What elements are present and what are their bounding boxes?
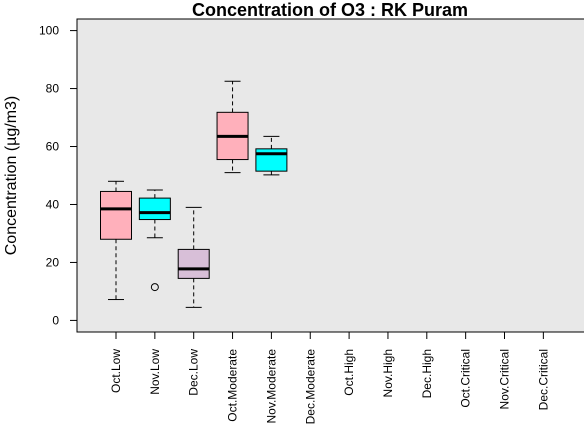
y-tick-label: 100	[39, 24, 59, 38]
x-tick-label: Nov.Moderate	[264, 349, 278, 424]
y-axis: 0 20 40 60 80 100	[39, 24, 77, 328]
x-tick-label: Dec.Critical	[536, 349, 550, 410]
plot-background	[77, 19, 584, 332]
y-tick-label: 0	[52, 313, 59, 327]
y-tick-label: 60	[46, 140, 60, 154]
y-tick-label: 20	[46, 255, 60, 269]
box-body	[101, 191, 132, 239]
box-body	[256, 149, 287, 171]
x-tick-label: Oct.Critical	[459, 349, 473, 408]
x-tick-label: Nov.Low	[148, 349, 162, 395]
x-tick-label: Dec.High	[420, 349, 434, 398]
y-tick-label: 40	[46, 197, 60, 211]
x-tick-label: Dec.Low	[187, 349, 201, 396]
x-tick-label: Oct.High	[342, 349, 356, 396]
x-axis: Oct.Low Nov.Low Dec.Low Oct.Moderate Nov.Mod…	[109, 332, 550, 424]
chart-title: Concentration of O3 : RK Puram	[192, 0, 468, 20]
x-tick-label: Oct.Low	[109, 349, 123, 393]
x-tick-label: Nov.Critical	[498, 349, 512, 409]
y-tick-label: 80	[46, 82, 60, 96]
y-axis-label: Concentration (µg/m3)	[3, 96, 20, 256]
box-body	[139, 198, 170, 219]
x-tick-label: Nov.High	[381, 349, 395, 397]
x-tick-label: Oct.Moderate	[226, 349, 240, 422]
box-body	[178, 249, 209, 278]
x-tick-label: Dec.Moderate	[303, 349, 317, 425]
